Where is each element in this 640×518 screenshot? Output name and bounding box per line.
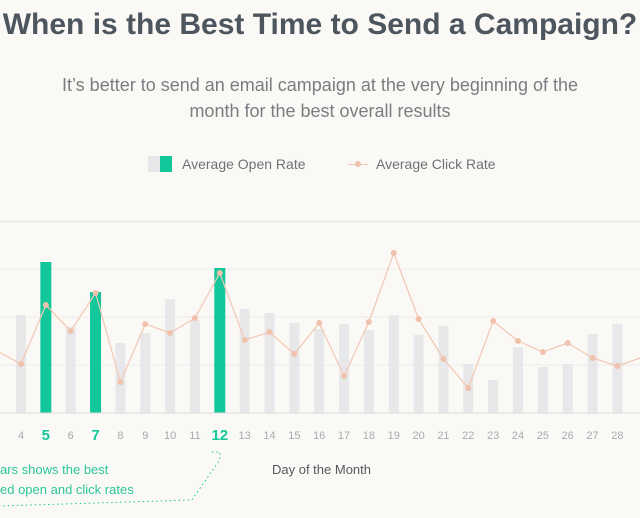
x-tick-label: 25 [537, 430, 549, 442]
callout-text: ars shows the best ed open and click rat… [0, 460, 140, 500]
bar [513, 347, 523, 413]
click-rate-point [539, 349, 546, 355]
click-rate-point [465, 385, 472, 391]
bar [65, 327, 76, 413]
click-rate-point [241, 337, 248, 343]
legend-highlight-swatch-icon [160, 156, 172, 172]
x-tick-label-highlight: 7 [91, 427, 99, 444]
x-tick-label: 28 [611, 430, 623, 442]
x-tick-label: 23 [487, 430, 499, 442]
x-tick-label: 4 [18, 430, 24, 442]
click-rate-point [341, 373, 348, 379]
x-tick-label: 21 [437, 430, 449, 442]
x-tick-label: 27 [586, 430, 598, 442]
click-rate-point [415, 316, 422, 322]
x-tick-label-highlight: 5 [42, 427, 50, 444]
bar [314, 329, 325, 413]
bar [239, 309, 250, 413]
callout-line-1: ars shows the best [0, 462, 109, 477]
x-tick-label: 13 [239, 430, 251, 442]
click-rate-point [291, 351, 298, 357]
page-subtitle: It’s better to send an email campaign at… [62, 75, 578, 121]
click-rate-point [316, 320, 323, 326]
legend-bar-swatch-icon [148, 156, 160, 172]
legend-open-rate-label: Average Open Rate [182, 156, 306, 172]
bar [363, 330, 374, 413]
click-rate-point [614, 363, 621, 369]
click-rate-point [191, 315, 198, 321]
callout-connector [0, 451, 221, 507]
x-tick-label: 8 [117, 430, 123, 442]
x-tick-label: 19 [388, 430, 400, 442]
x-tick-label-highlight: 12 [211, 427, 228, 444]
click-rate-point [266, 329, 273, 335]
bar-highlight [214, 268, 226, 413]
bar [115, 343, 126, 413]
bar [537, 367, 548, 413]
x-tick-label: 22 [462, 430, 474, 442]
click-rate-point [390, 250, 397, 256]
bar [289, 323, 300, 413]
bar [264, 313, 275, 413]
bar-highlight [90, 292, 102, 413]
bar [165, 299, 176, 413]
bar [413, 335, 424, 413]
click-rate-point [440, 356, 447, 362]
x-tick-label: 26 [562, 430, 574, 442]
bar [339, 324, 350, 413]
x-tick-label: 20 [412, 430, 424, 442]
click-rate-point [42, 302, 49, 308]
x-tick-label: 24 [512, 430, 524, 442]
page-title: When is the Best Time to Send a Campaign… [2, 8, 638, 41]
click-rate-point [92, 290, 99, 296]
click-rate-point [365, 319, 372, 325]
bar [438, 326, 449, 413]
bar-highlight [40, 262, 52, 413]
click-rate-point [515, 338, 521, 344]
x-tick-label: 10 [164, 430, 176, 442]
x-axis-label: Day of the Month [272, 462, 371, 477]
x-tick-label: 6 [68, 430, 74, 442]
click-rate-point [216, 270, 223, 276]
click-rate-point [167, 330, 174, 336]
x-tick-label: 14 [263, 430, 275, 442]
click-rate-point [490, 318, 497, 324]
legend-open-rate: Average Open Rate [148, 156, 306, 172]
click-rate-point [18, 361, 24, 367]
bar [189, 320, 200, 413]
bar [140, 333, 151, 413]
x-tick-label: 18 [363, 430, 375, 442]
click-rate-point [564, 340, 571, 346]
x-tick-label: 11 [189, 430, 200, 442]
x-tick-label: 9 [142, 430, 148, 442]
legend-click-rate: Average Click Rate [348, 156, 496, 172]
bar [488, 380, 499, 413]
click-rate-point [589, 355, 596, 361]
x-tick-label: 15 [288, 430, 300, 442]
click-rate-point [67, 328, 74, 334]
legend-click-rate-label: Average Click Rate [376, 156, 496, 172]
x-tick-label: 16 [313, 430, 325, 442]
legend-line-marker-icon [348, 156, 368, 172]
bar [587, 334, 598, 413]
bar [388, 315, 399, 413]
bar [562, 364, 573, 413]
click-rate-point [142, 321, 149, 327]
click-rate-point [117, 379, 124, 385]
x-tick-label: 17 [338, 430, 350, 442]
callout-line-2: ed open and click rates [0, 482, 134, 497]
